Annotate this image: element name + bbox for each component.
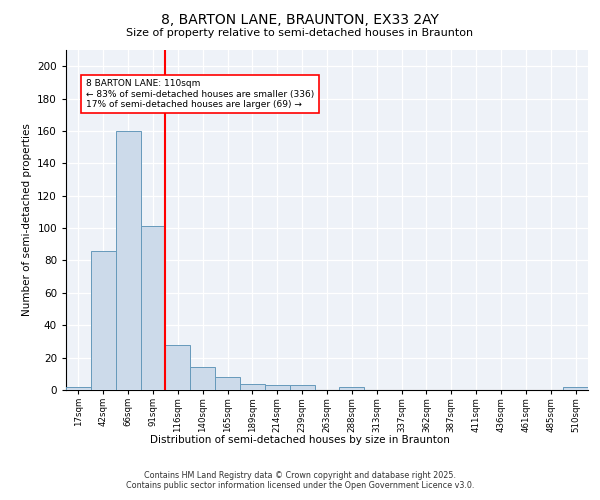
Bar xyxy=(190,368,215,390)
Bar xyxy=(240,384,265,390)
Bar xyxy=(66,387,91,390)
Text: Size of property relative to semi-detached houses in Braunton: Size of property relative to semi-detach… xyxy=(127,28,473,38)
Bar xyxy=(290,385,314,390)
Bar xyxy=(215,377,240,390)
Text: Contains HM Land Registry data © Crown copyright and database right 2025.
Contai: Contains HM Land Registry data © Crown c… xyxy=(126,470,474,490)
Bar xyxy=(166,344,190,390)
Text: 8 BARTON LANE: 110sqm
← 83% of semi-detached houses are smaller (336)
17% of sem: 8 BARTON LANE: 110sqm ← 83% of semi-deta… xyxy=(86,79,314,109)
Y-axis label: Number of semi-detached properties: Number of semi-detached properties xyxy=(22,124,32,316)
Bar xyxy=(91,251,116,390)
Bar xyxy=(563,387,588,390)
Bar xyxy=(140,226,166,390)
Text: 8, BARTON LANE, BRAUNTON, EX33 2AY: 8, BARTON LANE, BRAUNTON, EX33 2AY xyxy=(161,12,439,26)
Bar xyxy=(340,387,364,390)
Bar xyxy=(116,131,140,390)
Text: Distribution of semi-detached houses by size in Braunton: Distribution of semi-detached houses by … xyxy=(150,435,450,445)
Bar xyxy=(265,385,290,390)
